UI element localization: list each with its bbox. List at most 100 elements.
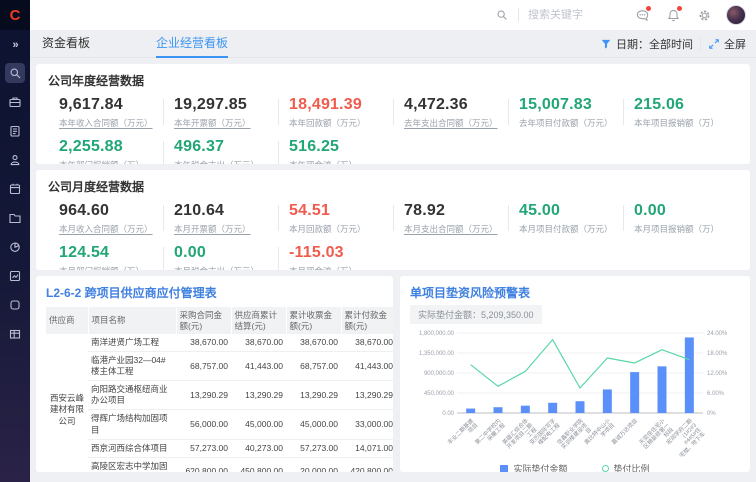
metric: 2,255.88 本年部门报销额（万） bbox=[48, 138, 163, 164]
sidebar-item-table-icon[interactable] bbox=[5, 324, 25, 344]
tab-bar: 资金看板 企业经营看板 日期：全部时间 全屏 bbox=[30, 30, 756, 58]
legend-bar-label: 实际垫付金额 bbox=[513, 464, 568, 472]
sidebar-item-briefcase-icon[interactable] bbox=[5, 92, 25, 112]
bar bbox=[630, 372, 640, 413]
risk-chart: 0.00 0% 450,000.00 6.00% 900,000.00 12.00% 1,3… bbox=[419, 331, 728, 459]
metric-label[interactable]: 本月部门报销额（万） bbox=[59, 265, 163, 270]
metric-label[interactable]: 本月开票额（万元） bbox=[174, 224, 251, 234]
metric-value: 516.25 bbox=[289, 138, 340, 155]
metric-label: 本月项目付款额（万元） bbox=[519, 224, 613, 234]
amount-cell[interactable]: 41,443.00 bbox=[231, 351, 286, 382]
metric: 124.54 本月部门报销额（万） bbox=[48, 244, 163, 270]
settings-button[interactable] bbox=[695, 6, 713, 24]
x-axis-label: 宏润学府二期(1#2#3#4#5#住宅楼、地下车 bbox=[664, 416, 707, 459]
svg-text:0%: 0% bbox=[707, 411, 716, 417]
sidebar-item-search-icon[interactable] bbox=[5, 63, 25, 83]
tab-enterprise-dashboard[interactable]: 企业经营看板 bbox=[156, 30, 229, 58]
svg-text:18.00%: 18.00% bbox=[707, 351, 728, 357]
tab-funds-dashboard[interactable]: 资金看板 bbox=[42, 35, 91, 50]
amount-cell[interactable]: 13,290.29 bbox=[231, 380, 286, 411]
amount-cell[interactable]: 33,000.00 bbox=[341, 409, 393, 440]
sidebar-item-pie-icon[interactable] bbox=[5, 237, 25, 257]
pie-icon bbox=[10, 242, 20, 252]
metric-value: 964.60 bbox=[59, 202, 110, 219]
sidebar-item-folder-icon[interactable] bbox=[5, 208, 25, 228]
column-header: 累计付款金额(元) bbox=[341, 307, 393, 335]
amount-cell[interactable]: 20,000.00 bbox=[286, 457, 341, 472]
amount-cell[interactable]: 38,670.00 bbox=[286, 334, 341, 353]
metric-value: 0.00 bbox=[174, 244, 206, 261]
legend-line-label: 垫付比例 bbox=[613, 464, 650, 472]
metric-label[interactable]: 本年部门报销额（万） bbox=[59, 159, 163, 164]
sidebar-expand-button[interactable]: » bbox=[12, 39, 18, 51]
amount-cell[interactable]: 13,290.29 bbox=[341, 380, 393, 411]
ratio-line bbox=[470, 339, 690, 389]
sidebar-item-report-icon[interactable] bbox=[5, 266, 25, 286]
table-row: 西安云峰建材有限公司 南洋进贤广场工程 38,670.00 38,670.00 38,6… bbox=[46, 334, 393, 472]
metric-value: 0.00 bbox=[634, 202, 666, 219]
amount-cell[interactable]: 57,273.00 bbox=[286, 439, 341, 458]
amount-cell[interactable]: 57,273.00 bbox=[176, 439, 231, 458]
amount-cell[interactable]: 68,757.00 bbox=[176, 351, 231, 382]
sidebar-item-clipboard-icon[interactable] bbox=[5, 121, 25, 141]
amount-cell[interactable]: 13,290.29 bbox=[176, 380, 231, 411]
amount-cell[interactable]: 420,800.00 bbox=[341, 457, 393, 472]
amount-cell[interactable]: 40,273.00 bbox=[231, 439, 286, 458]
metric: 0.00 本月项目报销额（万） bbox=[623, 202, 738, 235]
message-icon bbox=[636, 9, 648, 21]
amount-cell[interactable]: 13,290.29 bbox=[286, 380, 341, 411]
amount-cell[interactable]: 620,800.00 bbox=[176, 457, 231, 472]
metric-label[interactable]: 本月支出合同额（万元） bbox=[404, 224, 498, 234]
search-input[interactable] bbox=[528, 9, 620, 21]
amount-cell[interactable]: 38,670.00 bbox=[231, 334, 286, 353]
metric: 18,491.39 本年回款额（万元） bbox=[278, 96, 393, 129]
sidebar-item-person-icon[interactable] bbox=[5, 150, 25, 170]
metric-label[interactable]: 本年开票额（万元） bbox=[174, 118, 251, 128]
bar bbox=[548, 402, 558, 413]
date-filter-button[interactable]: 日期：全部时间 bbox=[600, 36, 693, 52]
bar bbox=[520, 405, 530, 413]
amount-cell[interactable]: 38,670.00 bbox=[176, 334, 231, 353]
amount-cell[interactable]: 41,443.00 bbox=[341, 351, 393, 382]
fullscreen-button[interactable]: 全屏 bbox=[708, 36, 746, 52]
clipboard-icon bbox=[10, 125, 20, 137]
legend-item-bar[interactable]: 实际垫付金额 bbox=[500, 462, 568, 472]
sidebar-icon-list bbox=[5, 63, 25, 344]
search-icon[interactable] bbox=[495, 8, 509, 22]
amount-cell[interactable]: 450,800.00 bbox=[231, 457, 286, 472]
x-axis-label: 丰业二期基建项目 bbox=[446, 416, 480, 450]
amount-cell[interactable]: 68,757.00 bbox=[286, 351, 341, 382]
metric-value: 124.54 bbox=[59, 244, 110, 261]
table-row: 高陵区宏志中学加固改造工程620,800.00450,800.0020,000.… bbox=[46, 457, 393, 472]
app-logo[interactable]: C bbox=[0, 0, 30, 30]
metric-label: 本月现金流（万） bbox=[289, 265, 393, 270]
amount-cell[interactable]: 14,071.00 bbox=[341, 439, 393, 458]
legend-item-line[interactable]: 垫付比例 bbox=[601, 462, 650, 472]
table-row: 西京河西综合体项目 57,273.00 40,273.00 57,273.00 14,0… bbox=[46, 439, 393, 458]
metric-label[interactable]: 去年支出合同额（万元） bbox=[404, 118, 498, 128]
metric-label[interactable]: 本年收入合同额（万元） bbox=[59, 118, 153, 128]
top-navbar bbox=[30, 0, 756, 30]
amount-cell[interactable]: 45,000.00 bbox=[231, 409, 286, 440]
risk-panel-title: 单项目垫资风险预警表 bbox=[410, 286, 531, 300]
amount-cell[interactable]: 38,670.00 bbox=[341, 334, 393, 353]
svg-text:24.00%: 24.00% bbox=[707, 331, 728, 337]
metric: 210.64 本月开票额（万元） bbox=[163, 202, 278, 235]
bar bbox=[575, 401, 585, 413]
supplier-payable-card: L2-6-2 跨项目供应商应付管理表 供应商 项目名称 采购合同金额(元) 供应商累计… bbox=[36, 276, 393, 472]
table-icon bbox=[9, 329, 21, 339]
project-name-cell: 得辉广场结构加固项目 bbox=[88, 409, 176, 440]
metric-label[interactable]: 本月收入合同额（万元） bbox=[59, 224, 153, 234]
user-avatar[interactable] bbox=[726, 5, 746, 25]
sidebar-item-calendar-icon[interactable] bbox=[5, 179, 25, 199]
metric-label: 去年项目付款额（万元） bbox=[519, 118, 613, 128]
messages-button[interactable] bbox=[633, 6, 651, 24]
metric-label[interactable]: 本月税金支出（万元） bbox=[174, 265, 278, 270]
notifications-button[interactable] bbox=[664, 6, 682, 24]
svg-text:1,800,000.00: 1,800,000.00 bbox=[419, 331, 455, 337]
amount-cell[interactable]: 45,000.00 bbox=[286, 409, 341, 440]
metric: 964.60 本月收入合同额（万元） bbox=[48, 202, 163, 235]
metric-label[interactable]: 本年税金支出（万元） bbox=[174, 159, 278, 164]
sidebar-item-app-icon[interactable] bbox=[5, 295, 25, 315]
amount-cell[interactable]: 56,000.00 bbox=[176, 409, 231, 440]
